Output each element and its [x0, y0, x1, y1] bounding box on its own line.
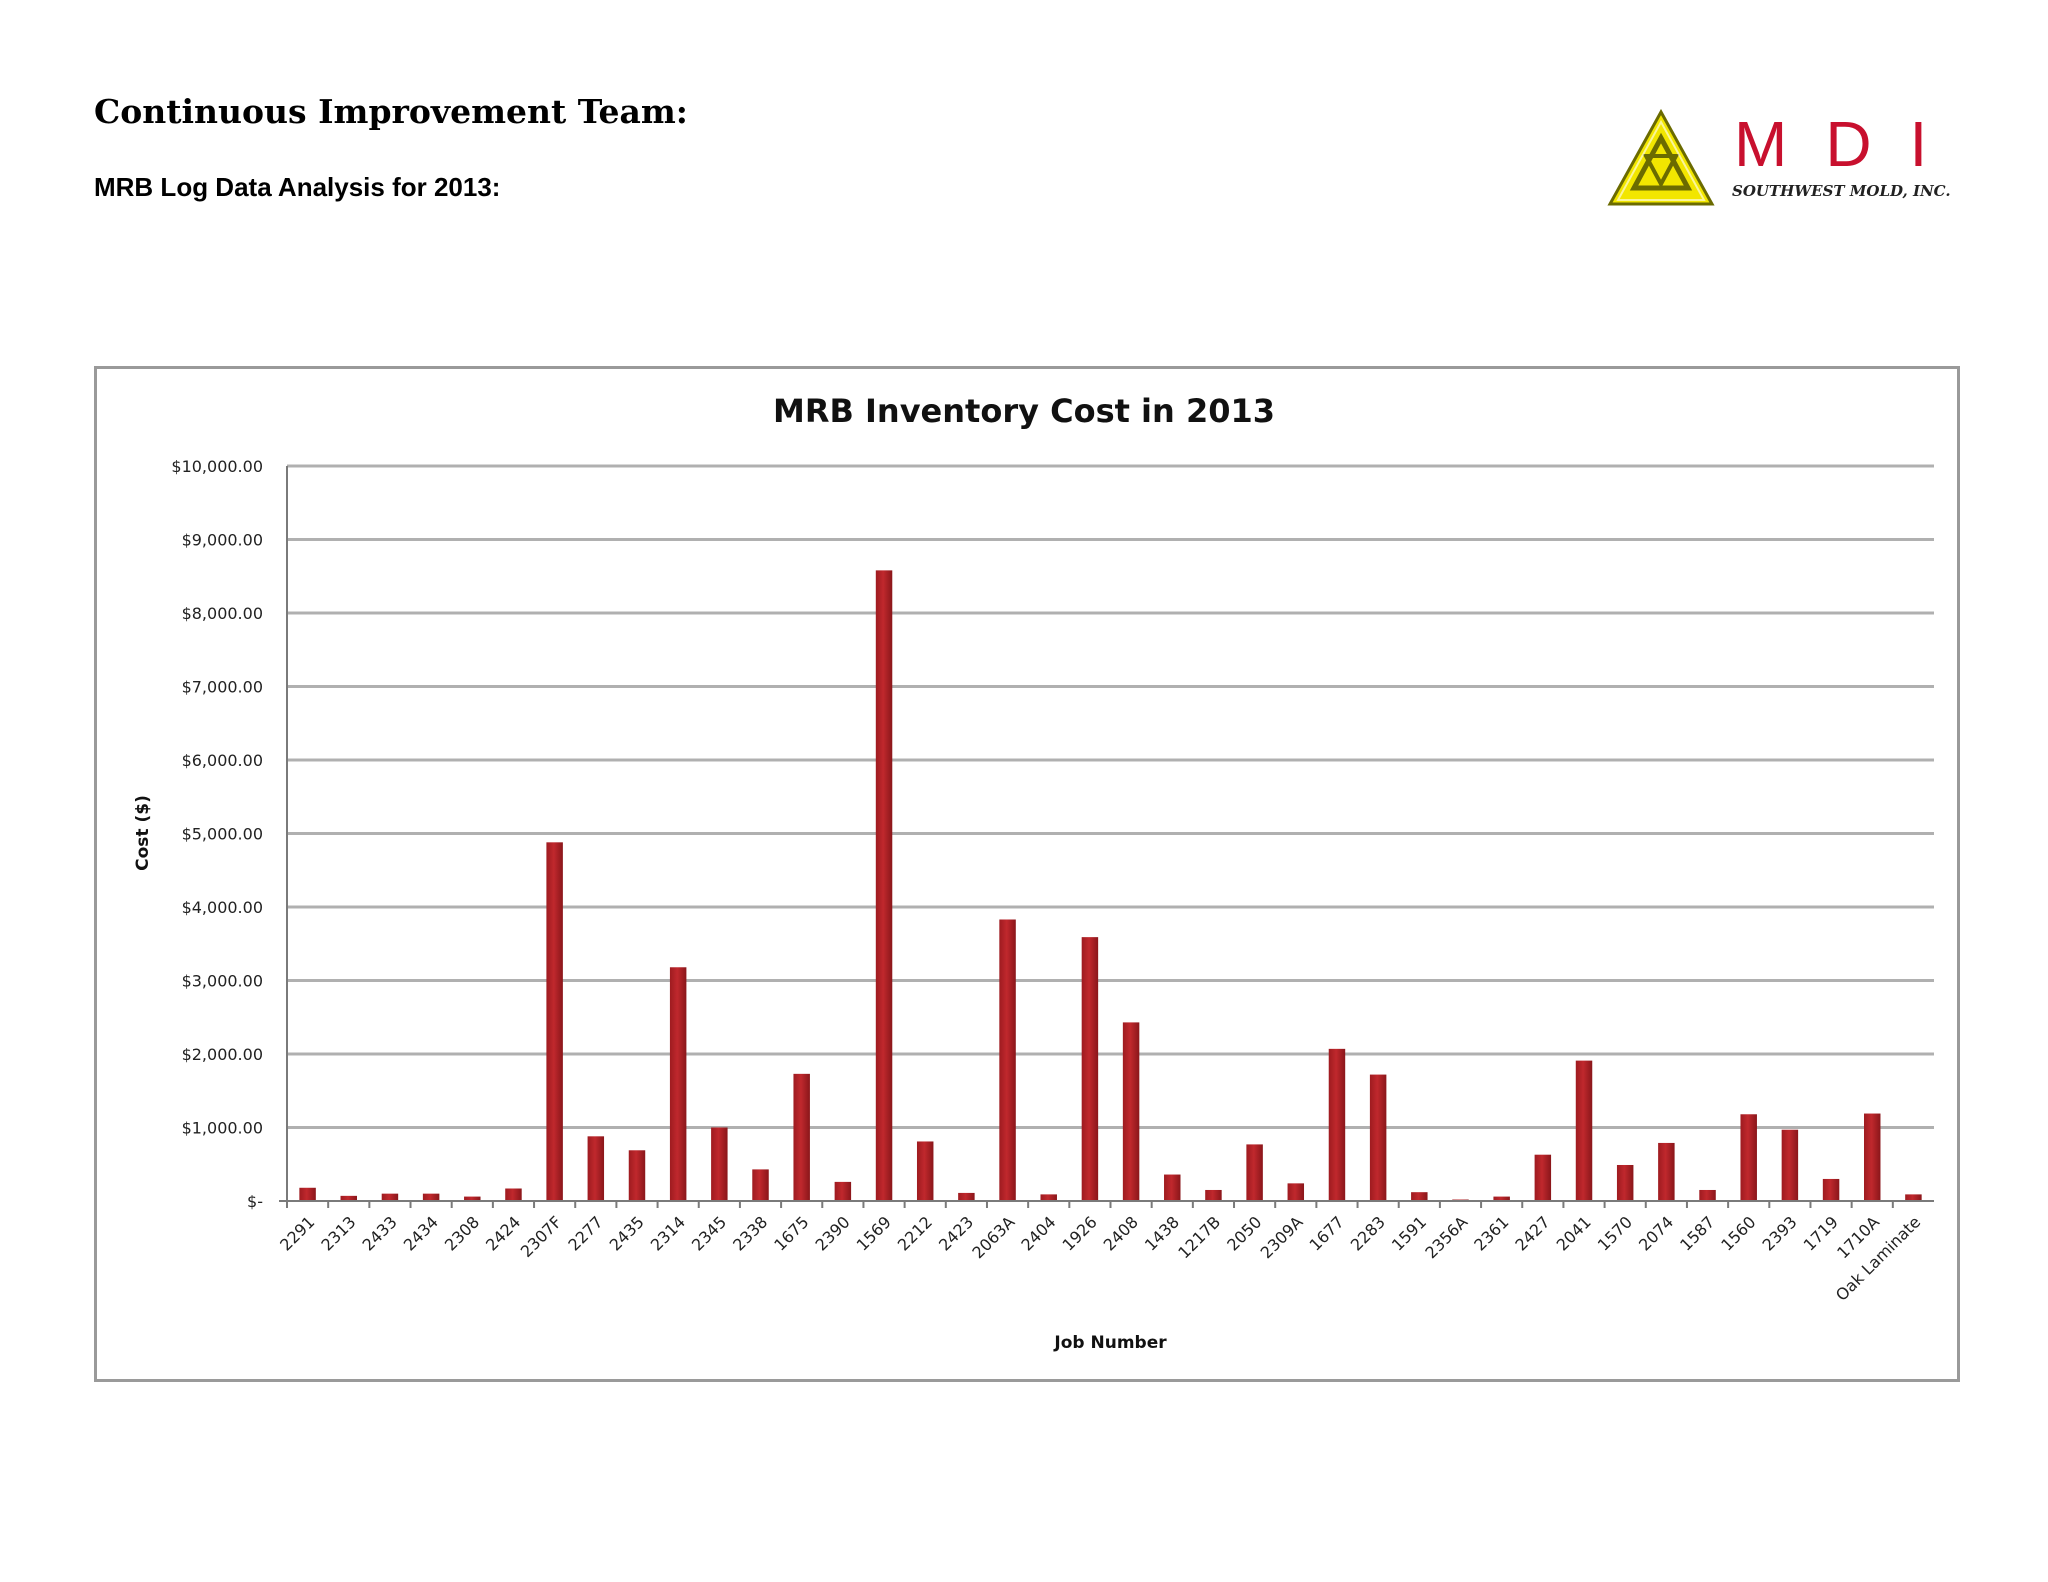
y-tick-labels: $- $1,000.00 $2,000.00 $3,000.00 $4,000.00 $5…: [171, 457, 263, 1211]
bar-2361: [1493, 1196, 1510, 1201]
bar-1926: [1081, 937, 1099, 1201]
x-tick-label: 1570: [1594, 1212, 1636, 1254]
x-tick-label: 2338: [729, 1212, 771, 1254]
y-tick-label: $3,000.00: [182, 972, 263, 991]
x-tick-label: 2074: [1635, 1212, 1677, 1254]
page-title: Continuous Improvement Team:: [94, 92, 688, 131]
x-tick-label: 1677: [1306, 1212, 1348, 1254]
bar-1438: [1164, 1174, 1181, 1201]
x-tick-label: 1569: [853, 1212, 895, 1254]
bar-2338: [752, 1169, 769, 1201]
bar-2423: [958, 1192, 975, 1201]
bar-2309a: [1287, 1183, 1305, 1201]
x-tick-label: 2356A: [1421, 1212, 1471, 1262]
bar-1587: [1699, 1189, 1716, 1201]
x-tick-label: 1675: [770, 1212, 812, 1254]
y-tick-label: $9,000.00: [182, 531, 263, 550]
x-tick-label: 2313: [317, 1212, 359, 1254]
x-tick-label: 2427: [1511, 1212, 1553, 1254]
y-axis-label: Cost ($): [133, 795, 153, 871]
x-tick-labels: 2291231324332434230824242307F22772435231…: [276, 1201, 1924, 1305]
bar-2393: [1781, 1129, 1799, 1201]
x-tick-label: 2283: [1347, 1212, 1389, 1254]
x-tick-label: 2404: [1017, 1212, 1059, 1254]
chart-title: MRB Inventory Cost in 2013: [772, 392, 1275, 430]
bar-2408: [1122, 1022, 1140, 1201]
bar-2427: [1534, 1154, 1552, 1201]
y-tick-label: $4,000.00: [182, 898, 263, 917]
x-tick-label: 2063A: [968, 1212, 1018, 1262]
x-tick-label: 2041: [1553, 1212, 1595, 1254]
x-tick-label: 1587: [1676, 1212, 1718, 1254]
bar-1675: [793, 1073, 810, 1201]
x-tick-label: 2390: [811, 1212, 853, 1254]
x-tick-label: 2307F: [517, 1212, 566, 1261]
bar-2435: [628, 1150, 646, 1201]
bar-oak-laminate: [1905, 1194, 1922, 1201]
x-tick-label: 2408: [1100, 1212, 1142, 1254]
y-tick-label: $8,000.00: [182, 604, 263, 623]
bar-2277: [587, 1136, 605, 1201]
x-tick-label: 1926: [1059, 1212, 1101, 1254]
bar-1719: [1822, 1178, 1840, 1201]
bar-1677: [1328, 1048, 1346, 1201]
y-tick-label: $-: [247, 1192, 263, 1211]
bar-1560: [1740, 1114, 1757, 1201]
x-tick-label: 2291: [276, 1212, 318, 1254]
bar-2050: [1246, 1144, 1263, 1201]
y-tick-label: $1,000.00: [182, 1119, 263, 1138]
y-tick-label: $10,000.00: [171, 457, 263, 476]
x-tick-label: 2434: [400, 1212, 442, 1254]
x-tick-label: 2393: [1758, 1212, 1800, 1254]
logo-letters: MDI: [1734, 108, 1966, 180]
grid-lines: [287, 464, 1934, 1129]
bar-2212: [916, 1141, 934, 1201]
bar-1591: [1411, 1192, 1428, 1201]
y-tick-label: $5,000.00: [182, 825, 263, 844]
x-tick-label: 2308: [441, 1212, 483, 1254]
company-logo: MDI SOUTHWEST MOLD, INC.: [1606, 108, 1951, 218]
x-tick-label: 1560: [1717, 1212, 1759, 1254]
bar-2434: [422, 1193, 440, 1201]
bar-2313: [340, 1195, 357, 1201]
y-tick-label: $7,000.00: [182, 678, 263, 697]
x-tick-label: 2309A: [1257, 1212, 1307, 1262]
y-tick-label: $6,000.00: [182, 751, 263, 770]
x-tick-label: 2314: [647, 1212, 689, 1254]
bar-2345: [711, 1127, 728, 1201]
x-tick-label: 1217B: [1174, 1212, 1224, 1262]
bar-2074: [1658, 1142, 1675, 1201]
bar-2291: [299, 1187, 316, 1201]
bar-2041: [1575, 1060, 1593, 1201]
bar-2307f: [546, 842, 563, 1201]
bar-2390: [834, 1181, 852, 1201]
x-tick-label: 2435: [606, 1212, 648, 1254]
bar-2063a: [999, 919, 1016, 1201]
chart-frame: [94, 366, 1960, 1382]
y-tick-label: $2,000.00: [182, 1045, 263, 1064]
x-tick-label: 2277: [564, 1212, 606, 1254]
bar-2433: [381, 1193, 399, 1201]
x-tick-label: 2212: [894, 1212, 936, 1254]
x-tick-label: 2361: [1470, 1212, 1512, 1254]
bar-1569: [875, 570, 893, 1201]
bar-2308: [464, 1196, 481, 1201]
logo-company-name: SOUTHWEST MOLD, INC.: [1732, 182, 1951, 200]
bars: [299, 570, 1922, 1201]
x-axis-label: Job Number: [1053, 1333, 1167, 1353]
bar-2283: [1369, 1074, 1387, 1201]
bar-1217b: [1205, 1189, 1222, 1201]
bar-2314: [669, 967, 687, 1201]
x-tick-label: 2433: [359, 1212, 401, 1254]
bar-1570: [1616, 1164, 1634, 1201]
bar-2424: [505, 1188, 522, 1201]
bar-1710a: [1864, 1113, 1881, 1201]
x-tick-label: 2345: [688, 1212, 730, 1254]
bar-2404: [1040, 1194, 1057, 1201]
triangle-knot-icon: [1607, 108, 1715, 206]
page-subtitle: MRB Log Data Analysis for 2013:: [94, 172, 501, 202]
